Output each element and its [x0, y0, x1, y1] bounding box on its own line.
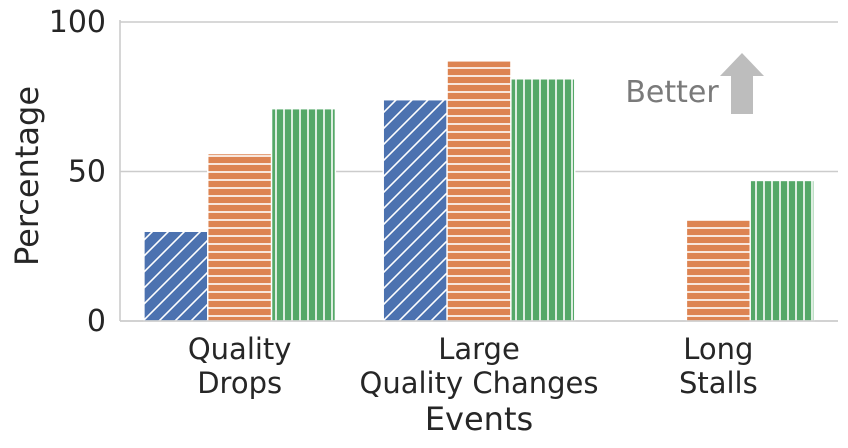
axes: [119, 20, 838, 322]
y-tick-label-0: 0: [87, 304, 106, 339]
x-axis-label: Events: [425, 400, 533, 438]
y-tick-labels: 0 50 100: [49, 5, 106, 339]
bar-series1-cat2: [382, 99, 448, 322]
bar-series2-cat1: [207, 152, 273, 322]
bar-series1-cat1: [143, 230, 209, 322]
x-category-label-3-line-2: Stalls: [679, 366, 758, 400]
x-category-label-1-line-1: Quality: [188, 332, 292, 366]
x-category-label-1-line-2: Drops: [197, 366, 282, 400]
x-category-label-3-line-1: Long: [683, 332, 753, 366]
bar-series2-cat3: [685, 218, 751, 322]
up-arrow-icon: [720, 53, 764, 114]
x-category-label-2-line-2: Quality Changes: [360, 366, 599, 400]
bar-series3-cat2: [510, 78, 576, 322]
y-axis-label: Percentage: [8, 86, 46, 266]
better-annotation: Better: [625, 53, 764, 114]
better-label: Better: [625, 75, 719, 110]
bar-series3-cat1: [270, 108, 337, 322]
y-tick-label-50: 50: [68, 155, 106, 190]
bars: [143, 60, 815, 322]
bar-series2-cat2: [446, 60, 512, 322]
x-category-label-2-line-1: Large: [438, 332, 520, 366]
bar-series3-cat3: [749, 179, 815, 322]
y-tick-label-100: 100: [49, 5, 106, 40]
